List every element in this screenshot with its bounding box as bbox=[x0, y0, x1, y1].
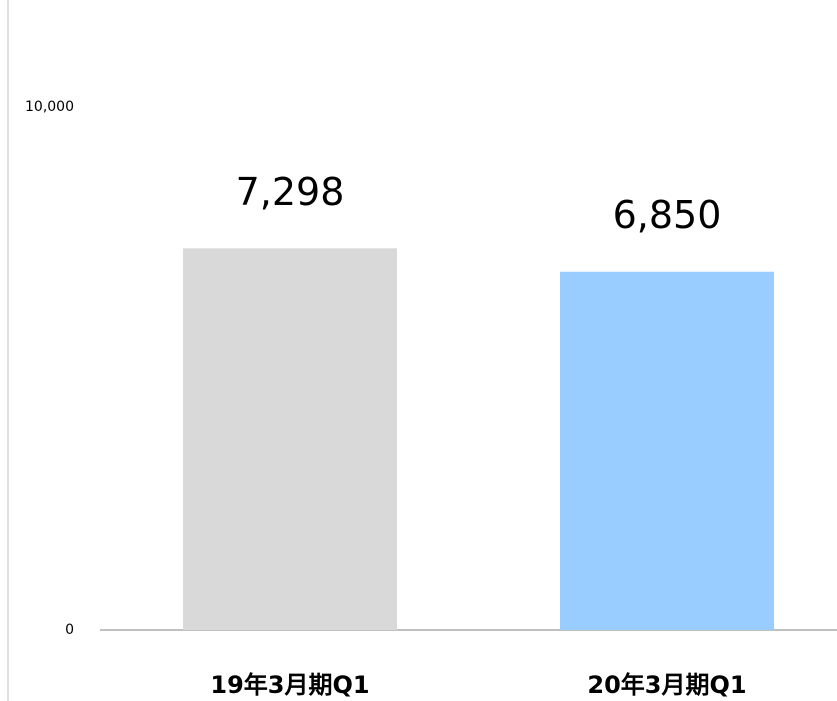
x-tick-label: 19年3月期Q1 bbox=[210, 671, 369, 699]
y-tick-label: 10,000 bbox=[25, 99, 74, 115]
bar bbox=[183, 248, 397, 630]
y-tick-label: 0 bbox=[65, 622, 74, 638]
bar bbox=[560, 271, 774, 630]
value-label: 7,298 bbox=[236, 170, 345, 214]
x-tick-label: 20年3月期Q1 bbox=[587, 671, 746, 699]
value-label: 6,850 bbox=[613, 193, 722, 237]
